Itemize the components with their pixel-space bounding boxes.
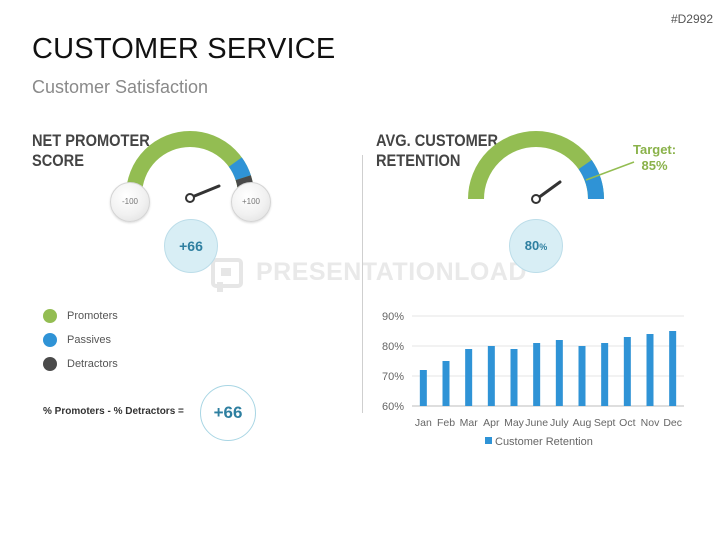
x-tick-label: June (525, 417, 548, 429)
bar (487, 346, 495, 406)
legend-item-promoters: Promoters (43, 304, 118, 328)
retention-score-circle: 80% (509, 219, 563, 273)
retention-section-title: AVG. CUSTOMER RETENTION (376, 131, 499, 170)
section-divider (362, 155, 363, 413)
retention-gauge (468, 131, 604, 204)
retention-gauge-pivot (531, 194, 541, 204)
nps-score-circle: +66 (164, 219, 218, 273)
retention-bar-chart: 60% 70% 80% 90% Jan Feb Mar Apr May June July Aug Se… (382, 311, 684, 448)
nps-max-knob: +100 (231, 182, 271, 222)
x-tick-label: Oct (619, 417, 635, 429)
x-tick-label: Sept (594, 417, 616, 429)
y-tick-label: 80% (382, 341, 404, 353)
watermark-text: PRESENTATIONLOAD (256, 258, 527, 286)
detractors-dot-icon (43, 357, 57, 371)
y-tick-label: 60% (382, 401, 404, 413)
bar (533, 343, 541, 406)
retention-target-value: 85% (641, 158, 668, 173)
nps-gauge-passives-arc (228, 157, 251, 181)
watermark-logo-icon (211, 258, 243, 292)
bar (465, 349, 473, 406)
retention-gauge-green-arc (468, 131, 604, 200)
legend-label-detractors: Detractors (67, 358, 118, 370)
bar (623, 337, 631, 406)
page-subtitle: Customer Satisfaction (32, 77, 209, 97)
legend-item-passives: Passives (43, 328, 118, 352)
promoters-dot-icon (43, 309, 57, 323)
bar (510, 349, 518, 406)
nps-gauge-pivot (185, 193, 195, 203)
page-title: CUSTOMER SERVICE (32, 33, 336, 65)
nps-gauge-needle (190, 184, 221, 199)
y-tick-label: 70% (382, 371, 404, 383)
slide-id-tag: #D2992 (670, 12, 713, 26)
bar (669, 331, 677, 406)
bar (555, 340, 563, 406)
target-pointer-line (585, 161, 635, 181)
x-tick-label: July (550, 417, 569, 429)
nps-legend: Promoters Passives Detractors (43, 304, 118, 376)
x-tick-label: May (504, 417, 525, 429)
nps-formula-value: +66 (200, 385, 256, 441)
x-tick-label: Apr (483, 417, 500, 429)
retention-target-label: Target: (633, 142, 677, 157)
nps-section-title: NET PROMOTER SCORE (32, 131, 150, 170)
retention-score-unit: % (539, 242, 548, 252)
retention-gauge-needle (536, 180, 562, 200)
bar (419, 370, 427, 406)
legend-item-detractors: Detractors (43, 352, 118, 376)
nps-formula-label: % Promoters - % Detractors = (43, 406, 184, 417)
bar (578, 346, 586, 406)
x-tick-label: Dec (663, 417, 682, 429)
y-tick-label: 90% (382, 311, 404, 323)
bar (442, 361, 450, 406)
nps-min-knob: -100 (110, 182, 150, 222)
x-tick-label: Nov (641, 417, 660, 429)
x-tick-label: Mar (460, 417, 479, 429)
bar (601, 343, 609, 406)
chart-legend-label: Customer Retention (495, 436, 593, 448)
retention-gauge-target-arc (578, 159, 604, 200)
legend-label-passives: Passives (67, 334, 112, 346)
x-tick-label: Feb (437, 417, 455, 429)
x-tick-label: Jan (415, 417, 432, 429)
retention-score-number: 80 (524, 238, 540, 253)
legend-label-promoters: Promoters (67, 310, 118, 322)
retention-target: Target: 85% (633, 142, 676, 174)
bar (646, 334, 654, 406)
legend-swatch-icon (485, 437, 492, 444)
x-tick-label: Aug (573, 417, 592, 429)
passives-dot-icon (43, 333, 57, 347)
